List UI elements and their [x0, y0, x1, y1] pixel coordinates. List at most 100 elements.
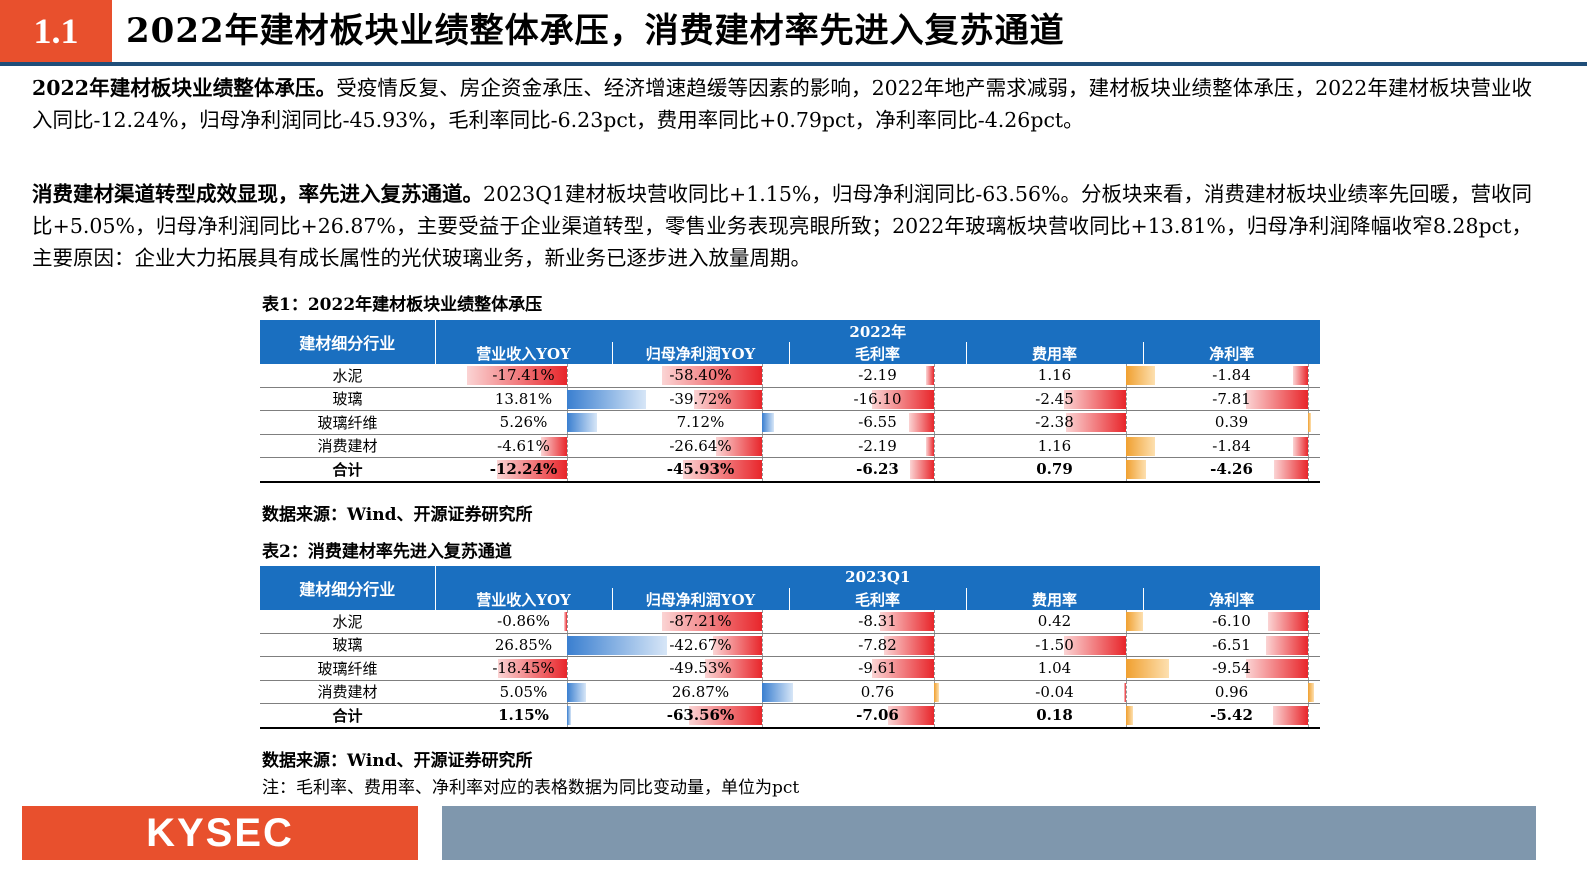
- cell-value: -2.19: [858, 366, 897, 385]
- data-cell: -6.10: [1143, 610, 1321, 634]
- cell-value: 7.12%: [676, 413, 725, 432]
- table2-caption: 表2：消费建材率先进入复苏通道: [262, 542, 512, 562]
- data-cell: 0.96: [1143, 680, 1321, 704]
- data-cell: -87.21%: [612, 610, 789, 634]
- data-cell: 0.79: [966, 457, 1146, 483]
- data-cell: 1.15%: [435, 703, 612, 729]
- bar-axis: [1126, 633, 1127, 656]
- slide-header: 1.1 2022年建材板块业绩整体承压，消费建材率先进入复苏通道: [0, 0, 1587, 66]
- data-bar: [1126, 460, 1146, 479]
- cell-value: -5.42: [1210, 706, 1253, 725]
- column-header: 营业收入YOY: [434, 342, 612, 364]
- data-bar: [762, 682, 793, 702]
- paragraph-2-text: 2023Q1建材板块营收同比+1.15%，归母净利润同比-63.56%。分板块来…: [32, 182, 1532, 270]
- cell-value: 26.85%: [494, 635, 553, 654]
- data-cell: -2.19: [789, 434, 966, 458]
- bar-axis: [567, 657, 568, 680]
- data-cell: 1.04: [966, 656, 1169, 681]
- cell-value: -7.82: [858, 635, 897, 654]
- data-cell: -42.67%: [612, 633, 789, 657]
- data-cell: -9.54: [1143, 656, 1321, 681]
- bar-axis: [1308, 434, 1309, 457]
- cell-value: -2.19: [858, 436, 897, 455]
- data-cell: -45.93%: [612, 457, 789, 483]
- cell-value: -63.56%: [666, 706, 735, 725]
- bar-axis: [762, 633, 763, 656]
- table-row: 玻璃 26.85% -42.67% -7.82 -1.50 -6.51: [260, 633, 1321, 657]
- data-bar: [1065, 413, 1126, 432]
- data-cell: -2.38: [966, 410, 1143, 435]
- data-bar: [908, 413, 934, 432]
- bar-axis: [934, 434, 935, 457]
- table-row: 玻璃纤维 -18.45% -49.53% -9.61 1.04 -9.54: [260, 656, 1321, 681]
- data-bar: [1246, 659, 1308, 678]
- data-bar: [1293, 436, 1308, 456]
- table1-caption: 表1：2022年建材板块业绩整体承压: [262, 295, 543, 315]
- data-bar: [467, 366, 567, 385]
- data-bar: [705, 659, 762, 678]
- bar-axis: [1308, 458, 1309, 481]
- data-cell: -17.41%: [435, 364, 612, 388]
- cell-value: -2.38: [1035, 413, 1074, 432]
- bar-axis: [567, 458, 568, 481]
- data-cell: 26.85%: [435, 633, 667, 657]
- data-bar: [662, 612, 762, 631]
- table-row: 水泥 -0.86% -87.21% -8.31 0.42 -6.10: [260, 610, 1321, 634]
- data-cell: -7.06: [789, 703, 966, 729]
- data-bar: [498, 659, 567, 678]
- column-header: 净利率: [1142, 588, 1321, 610]
- row-label: 玻璃: [260, 387, 435, 411]
- table2: 建材细分行业 2023Q1 营业收入YOY 归母净利润YOY 毛利率 费用率 净利率 水泥 -0…: [260, 566, 1321, 729]
- slide-title: 2022年建材板块业绩整体承压，消费建材率先进入复苏通道: [126, 11, 1065, 51]
- cell-value: 1.16: [1037, 436, 1072, 455]
- bar-axis: [934, 610, 935, 633]
- paragraph-2-lead: 消费建材渠道转型成效显现，率先进入复苏通道。: [32, 182, 484, 206]
- bar-axis: [762, 458, 763, 481]
- data-cell: -18.45%: [435, 656, 612, 681]
- data-bar: [888, 706, 934, 725]
- cell-value: 0.79: [1036, 460, 1073, 479]
- footer-bar: [442, 806, 1536, 860]
- cell-value: -1.84: [1212, 366, 1251, 385]
- data-cell: 1.16: [966, 364, 1156, 388]
- data-bar: [567, 413, 598, 432]
- bar-axis: [567, 434, 568, 457]
- column-header: 净利率: [1142, 342, 1321, 364]
- table2-note: 注：毛利率、费用率、净利率对应的表格数据为同比变动量，单位为pct: [262, 778, 800, 798]
- cell-value: -87.21%: [669, 612, 732, 631]
- data-cell: -1.50: [966, 633, 1143, 657]
- bar-axis: [1308, 364, 1309, 387]
- data-bar: [1308, 682, 1315, 702]
- cell-value: 26.87%: [671, 682, 730, 701]
- bar-axis: [934, 387, 935, 410]
- cell-value: 1.15%: [498, 706, 549, 725]
- cell-value: 5.05%: [499, 682, 548, 701]
- bar-axis: [567, 364, 568, 387]
- data-bar: [683, 460, 762, 479]
- cell-value: -45.93%: [666, 460, 735, 479]
- bar-axis: [567, 610, 568, 633]
- cell-value: -6.23: [856, 460, 899, 479]
- table-row: 消费建材 -4.61% -26.64% -2.19 1.16 -1.84: [260, 434, 1321, 458]
- data-cell: 7.12%: [612, 410, 789, 435]
- data-cell: -4.26: [1143, 457, 1321, 483]
- cell-value: -2.45: [1035, 389, 1074, 408]
- data-cell: -9.61: [789, 656, 966, 681]
- data-cell: -6.55: [789, 410, 966, 435]
- data-cell: -39.72%: [612, 387, 789, 411]
- data-cell: -0.04: [966, 680, 1143, 704]
- cell-value: -58.40%: [669, 366, 732, 385]
- cell-value: 0.39: [1214, 413, 1249, 432]
- cell-value: -1.84: [1212, 436, 1251, 455]
- cell-value: -4.26: [1210, 460, 1253, 479]
- cell-value: -0.04: [1035, 682, 1074, 701]
- table1-source: 数据来源：Wind、开源证券研究所: [262, 505, 533, 525]
- data-bar: [883, 635, 934, 655]
- cell-value: 0.18: [1036, 706, 1073, 725]
- table-row: 水泥 -17.41% -58.40% -2.19 1.16 -1.84: [260, 364, 1321, 388]
- paragraph-1: 2022年建材板块业绩整体承压。受疫情反复、房企资金承压、经济增速趋缓等因素的影…: [32, 72, 1532, 136]
- paragraph-1-text: 受疫情反复、房企资金承压、经济增速趋缓等因素的影响，2022年地产需求减弱，建材…: [32, 76, 1533, 132]
- cell-value: -6.10: [1212, 612, 1251, 631]
- cell-value: -7.81: [1212, 389, 1251, 408]
- bar-axis: [934, 657, 935, 680]
